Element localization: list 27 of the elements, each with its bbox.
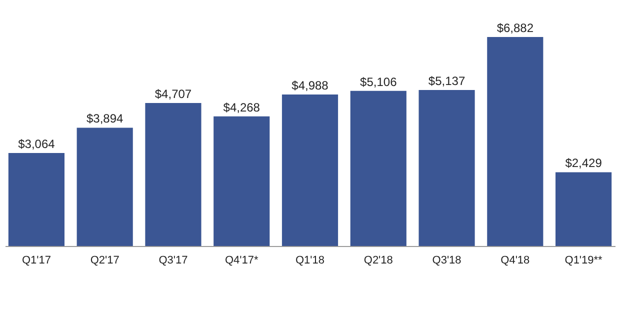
data-label: $3,894	[86, 112, 124, 126]
bar	[76, 128, 133, 246]
data-label: $4,268	[223, 100, 260, 114]
bar	[214, 116, 270, 246]
x-tick-label: Q1'18	[295, 254, 325, 266]
bar	[282, 94, 338, 246]
data-label: $4,707	[154, 87, 192, 102]
data-label: $4,988	[292, 78, 329, 93]
x-tick-label: Q2'17	[90, 254, 120, 266]
data-label: $5,106	[360, 74, 398, 89]
bar	[487, 37, 544, 246]
x-tick-label: Q1'19**	[564, 254, 604, 266]
bar	[350, 90, 406, 246]
x-tick-label: Q3'17	[158, 254, 188, 266]
data-label: $2,429	[565, 156, 602, 170]
x-tick-label: Q2'18	[364, 254, 393, 266]
x-tick-label: Q4'18	[500, 254, 530, 266]
x-tick-label: Q3'18	[432, 254, 462, 266]
x-tick-label: Q4'17*	[224, 254, 259, 266]
data-label: $3,064	[18, 136, 56, 151]
data-label: $6,882	[496, 21, 534, 35]
bar	[418, 90, 475, 246]
bar	[8, 152, 64, 246]
x-tick-label: Q1'17	[22, 254, 51, 266]
data-label: $5,137	[428, 74, 466, 88]
bar	[145, 103, 202, 246]
bar	[556, 172, 612, 246]
